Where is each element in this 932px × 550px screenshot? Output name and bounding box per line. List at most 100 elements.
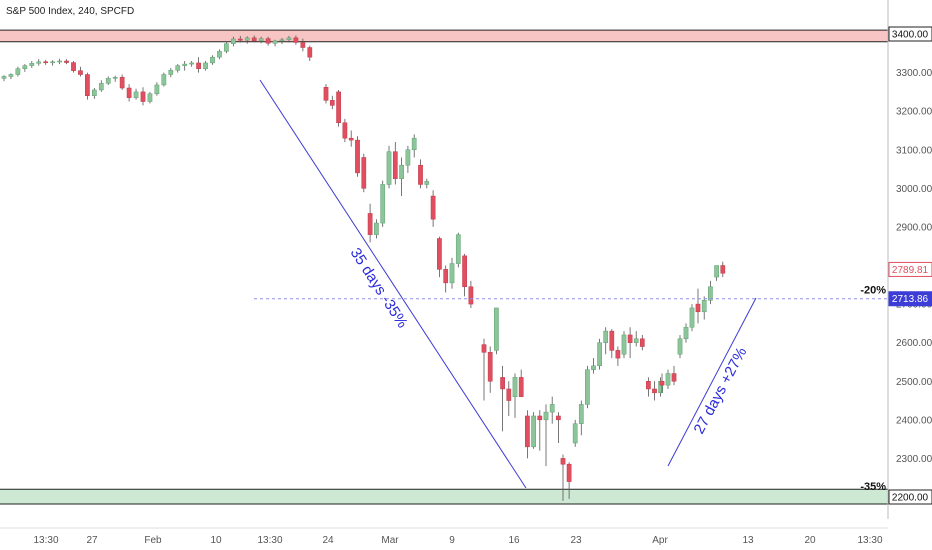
candle-body bbox=[506, 388, 512, 401]
candle-body bbox=[323, 86, 329, 101]
trend-line-down bbox=[259, 79, 527, 489]
candle-body bbox=[361, 157, 367, 189]
candle-body bbox=[665, 373, 671, 386]
candle-body bbox=[500, 377, 505, 390]
candle-body bbox=[652, 388, 657, 394]
price-label-minus20-box bbox=[888, 291, 932, 307]
candle-body bbox=[525, 415, 530, 448]
candle-body bbox=[182, 63, 188, 66]
x-tick-label: 27 bbox=[86, 535, 98, 546]
y-tick-label: 2400.00 bbox=[896, 415, 932, 426]
candle-body bbox=[307, 47, 313, 58]
candle-body bbox=[231, 38, 236, 44]
y-tick-label: 2900.00 bbox=[896, 222, 932, 233]
candle-body bbox=[701, 299, 707, 313]
candle-body bbox=[399, 164, 404, 179]
candle-body bbox=[293, 37, 299, 43]
candle-body bbox=[597, 342, 602, 367]
candle-body bbox=[585, 369, 590, 405]
candle-body bbox=[244, 37, 250, 41]
candle-body bbox=[217, 51, 222, 58]
x-tick-label: Mar bbox=[381, 535, 399, 546]
candle-body bbox=[237, 38, 243, 41]
x-tick-label: 13:30 bbox=[257, 535, 282, 546]
x-tick-label: 20 bbox=[804, 535, 816, 546]
zone-band bbox=[0, 489, 888, 504]
x-tick-label: 16 bbox=[508, 535, 520, 546]
candle-body bbox=[549, 404, 555, 413]
overlays-layer: 35 days -35% 27 days +27% -20% -35% bbox=[254, 79, 888, 493]
price-label-bottom-zone-box bbox=[888, 489, 932, 505]
candle-body bbox=[677, 338, 683, 355]
candle-body bbox=[430, 195, 436, 220]
level-label-20: -20% bbox=[860, 285, 886, 297]
candle-body bbox=[8, 74, 14, 77]
candle-body bbox=[22, 65, 28, 69]
candle-body bbox=[392, 151, 398, 179]
candle-body bbox=[468, 286, 474, 305]
price-label-minus20-text: 2713.86 bbox=[892, 294, 929, 305]
trend-line-up bbox=[667, 297, 757, 467]
candle-body bbox=[300, 42, 306, 48]
candle-body bbox=[224, 43, 229, 52]
candle-body bbox=[147, 93, 153, 102]
candle-body bbox=[189, 62, 195, 65]
x-tick-label: Apr bbox=[652, 535, 668, 546]
candle-body bbox=[196, 62, 201, 69]
candle-body bbox=[355, 139, 360, 174]
candle-body bbox=[126, 87, 132, 98]
candle-body bbox=[537, 415, 543, 421]
zone-band bbox=[0, 30, 888, 42]
candle-body bbox=[455, 234, 461, 264]
candle-body bbox=[154, 84, 160, 95]
candle-body bbox=[449, 263, 455, 284]
candle-body bbox=[265, 38, 271, 44]
x-tick-label: 23 bbox=[570, 535, 582, 546]
price-label-bottom-zone-text: 2200.00 bbox=[892, 493, 929, 504]
candle-body bbox=[566, 463, 572, 482]
candle-body bbox=[105, 78, 111, 84]
x-tick-label: 10 bbox=[210, 535, 222, 546]
candle-body bbox=[543, 411, 549, 421]
candle-body bbox=[411, 137, 417, 151]
price-label-last-text: 2789.81 bbox=[892, 265, 929, 276]
candle-body bbox=[639, 338, 645, 347]
candle-body bbox=[85, 74, 90, 96]
candle-body bbox=[512, 377, 518, 397]
chart-title: S&P 500 Index, 240, SPCFD bbox=[6, 6, 134, 17]
zones-layer bbox=[0, 29, 888, 505]
candle-body bbox=[689, 307, 695, 328]
y-tick-label: 3200.00 bbox=[896, 107, 932, 118]
candle-body bbox=[140, 91, 146, 102]
candle-body bbox=[119, 76, 125, 89]
annotation-drop: 35 days -35% bbox=[347, 245, 411, 331]
y-tick-label: 3000.00 bbox=[896, 184, 932, 195]
x-tick-label: 13 bbox=[742, 535, 754, 546]
candle-body bbox=[646, 381, 651, 390]
candle-body bbox=[367, 213, 373, 235]
x-tick-label: 13:30 bbox=[857, 535, 882, 546]
x-tick-label: Feb bbox=[144, 535, 162, 546]
candle-body bbox=[627, 334, 633, 343]
candle-body bbox=[168, 70, 174, 75]
candle-body bbox=[1, 76, 7, 79]
level-label-35: -35% bbox=[860, 481, 886, 493]
y-tick-label: 2500.00 bbox=[896, 377, 932, 388]
candle-body bbox=[64, 60, 69, 63]
candle-body bbox=[29, 63, 35, 66]
candle-body bbox=[621, 334, 627, 355]
y-tick-label: 3300.00 bbox=[896, 68, 932, 79]
candle-body bbox=[531, 415, 536, 448]
y-tick-label: 2600.00 bbox=[896, 338, 932, 349]
candle-body bbox=[518, 377, 524, 397]
candle-body bbox=[286, 37, 292, 41]
candle-body bbox=[572, 423, 578, 444]
candle-body bbox=[15, 68, 21, 75]
price-label-top-zone-box bbox=[888, 26, 932, 42]
candle-body bbox=[494, 307, 499, 351]
candle-body bbox=[50, 61, 55, 64]
candle-body bbox=[714, 265, 719, 278]
candle-body bbox=[258, 38, 264, 42]
